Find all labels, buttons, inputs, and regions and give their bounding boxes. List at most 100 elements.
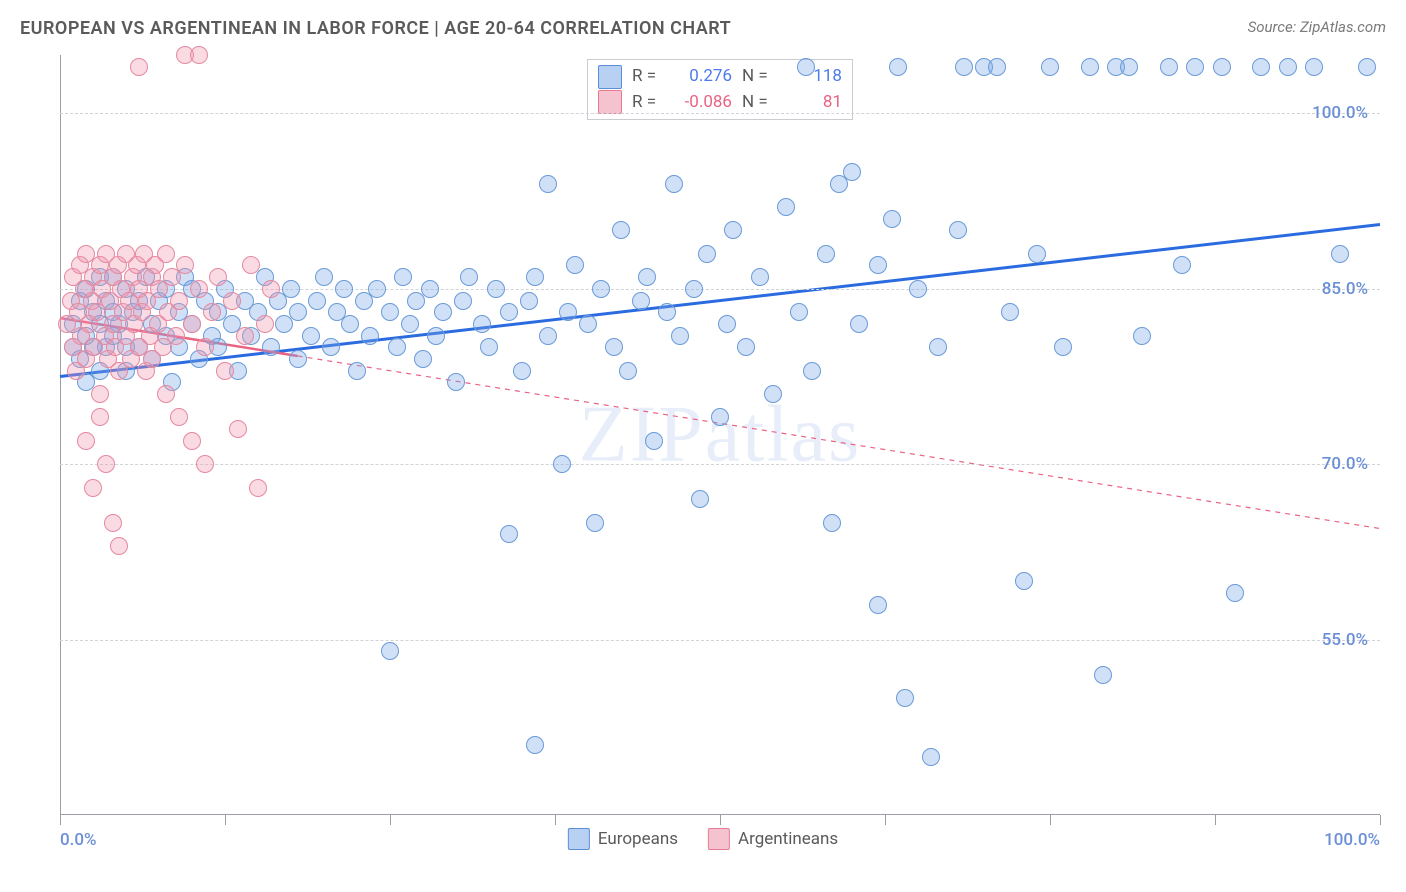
scatter-point: [110, 537, 128, 555]
trend-lines-svg: [60, 55, 1380, 815]
scatter-point: [724, 221, 742, 239]
scatter-point: [1054, 338, 1072, 356]
scatter-point: [190, 280, 208, 298]
bottom-legend: Europeans Argentineans: [568, 828, 838, 850]
scatter-point: [883, 210, 901, 228]
scatter-point: [1001, 303, 1019, 321]
scatter-point: [77, 432, 95, 450]
scatter-point: [949, 221, 967, 239]
scatter-point: [242, 256, 260, 274]
scatter-point: [823, 514, 841, 532]
scatter-point: [203, 303, 221, 321]
x-tick: [1050, 815, 1051, 825]
scatter-point: [955, 58, 973, 76]
chart-container: EUROPEAN VS ARGENTINEAN IN LABOR FORCE |…: [0, 0, 1406, 892]
swatch-europeans-icon: [568, 828, 590, 850]
scatter-point: [553, 455, 571, 473]
x-tick: [885, 815, 886, 825]
scatter-point: [1173, 256, 1191, 274]
scatter-point: [381, 303, 399, 321]
scatter-point: [559, 303, 577, 321]
gridline: [60, 640, 1380, 641]
scatter-point: [167, 327, 185, 345]
plot-area: ZIPatlas R = 0.276 N = 118 R = -0.086 N …: [60, 55, 1380, 815]
x-tick: [720, 815, 721, 825]
scatter-point: [454, 292, 472, 310]
scatter-point: [1186, 58, 1204, 76]
r-value-argentineans: -0.086: [672, 90, 732, 116]
x-tick: [390, 815, 391, 825]
scatter-point: [539, 175, 557, 193]
scatter-point: [797, 58, 815, 76]
scatter-point: [196, 338, 214, 356]
scatter-point: [183, 315, 201, 333]
scatter-point: [645, 432, 663, 450]
scatter-point: [91, 408, 109, 426]
scatter-point: [988, 58, 1006, 76]
scatter-point: [638, 268, 656, 286]
scatter-point: [262, 280, 280, 298]
scatter-point: [513, 362, 531, 380]
scatter-point: [473, 315, 491, 333]
scatter-point: [698, 245, 716, 263]
scatter-point: [803, 362, 821, 380]
scatter-point: [209, 268, 227, 286]
scatter-point: [1226, 584, 1244, 602]
swatch-europeans-icon: [598, 65, 622, 89]
scatter-point: [460, 268, 478, 286]
scatter-point: [322, 338, 340, 356]
legend-item-europeans: Europeans: [568, 828, 678, 850]
scatter-point: [1358, 58, 1376, 76]
plot-border-left: [60, 55, 61, 815]
scatter-point: [843, 163, 861, 181]
scatter-point: [170, 408, 188, 426]
scatter-point: [922, 748, 940, 766]
scatter-point: [737, 338, 755, 356]
scatter-point: [84, 479, 102, 497]
scatter-point: [104, 514, 122, 532]
scatter-point: [500, 303, 518, 321]
scatter-point: [256, 315, 274, 333]
stats-row-argentineans: R = -0.086 N = 81: [598, 90, 842, 116]
legend-item-argentineans: Argentineans: [708, 828, 838, 850]
scatter-point: [526, 736, 544, 754]
scatter-point: [223, 292, 241, 310]
scatter-point: [97, 455, 115, 473]
scatter-point: [711, 408, 729, 426]
scatter-point: [130, 58, 148, 76]
scatter-point: [1279, 58, 1297, 76]
x-tick: [1215, 815, 1216, 825]
scatter-point: [658, 303, 676, 321]
scatter-point: [368, 280, 386, 298]
scatter-point: [348, 362, 366, 380]
scatter-point: [91, 385, 109, 403]
gridline: [60, 464, 1380, 465]
scatter-point: [1028, 245, 1046, 263]
scatter-point: [526, 268, 544, 286]
scatter-point: [394, 268, 412, 286]
scatter-point: [335, 280, 353, 298]
watermark: ZIPatlas: [579, 390, 862, 481]
scatter-point: [929, 338, 947, 356]
scatter-point: [282, 280, 300, 298]
scatter-point: [1094, 666, 1112, 684]
y-tick-label: 100.0%: [1312, 103, 1368, 123]
scatter-point: [1041, 58, 1059, 76]
header: EUROPEAN VS ARGENTINEAN IN LABOR FORCE |…: [20, 18, 1386, 39]
scatter-point: [909, 280, 927, 298]
x-tick: [60, 815, 61, 825]
scatter-point: [671, 327, 689, 345]
x-max-label: 100.0%: [1324, 830, 1380, 850]
scatter-point: [229, 420, 247, 438]
scatter-point: [401, 315, 419, 333]
x-tick: [555, 815, 556, 825]
scatter-point: [586, 514, 604, 532]
chart-title: EUROPEAN VS ARGENTINEAN IN LABOR FORCE |…: [20, 18, 731, 39]
scatter-point: [196, 455, 214, 473]
scatter-point: [869, 596, 887, 614]
scatter-point: [176, 256, 194, 274]
x-tick: [1380, 815, 1381, 825]
scatter-point: [434, 303, 452, 321]
scatter-point: [249, 479, 267, 497]
scatter-point: [632, 292, 650, 310]
